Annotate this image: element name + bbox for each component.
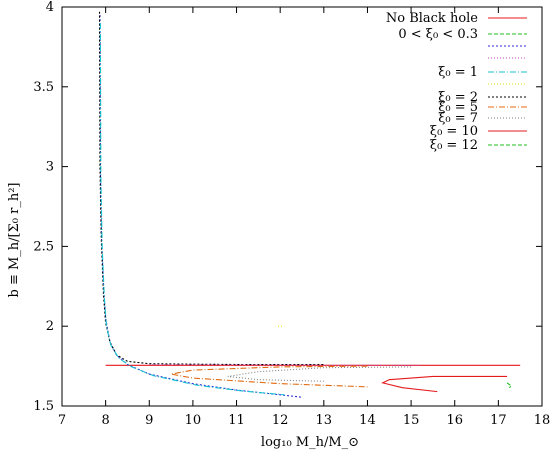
plot-frame (61, 6, 543, 407)
y-axis-label: b ≡ M_h/[Σ₀ r_h²] (7, 182, 22, 297)
x-axis-label: log₁₀ M_h/M_⊙ (261, 435, 359, 450)
x-tick-label: 7 (58, 413, 66, 428)
y-tick-label: 2.5 (33, 239, 54, 254)
x-tick-label: 12 (272, 413, 289, 428)
legend-label: ξ₀ = 7 (438, 111, 478, 126)
y-tick-label: 4 (46, 0, 54, 15)
y-tick-label: 3.5 (33, 80, 54, 95)
legend-label: ξ₀ = 5 (438, 100, 478, 115)
x-tick-label: 16 (446, 413, 463, 428)
legend-label: 0 < ξ₀ < 0.3 (398, 27, 478, 42)
series-line-4 (99, 22, 285, 396)
y-tick-label: 2 (46, 319, 54, 334)
x-tick-label: 9 (145, 413, 153, 428)
series-line-2 (99, 14, 303, 398)
y-tick-label: 3 (46, 160, 54, 175)
legend-label: ξ₀ = 2 (438, 90, 478, 105)
legend-label: ξ₀ = 12 (430, 138, 478, 153)
x-tick-label: 14 (359, 413, 376, 428)
x-tick-label: 11 (228, 413, 245, 428)
x-tick-label: 10 (185, 413, 202, 428)
x-tick-label: 8 (101, 413, 109, 428)
legend-label: ξ₀ = 1 (438, 65, 478, 80)
x-tick-label: 18 (534, 413, 550, 428)
series-layer (98, 11, 521, 398)
y-tick-label: 1.5 (33, 399, 54, 414)
series-line-8 (381, 375, 508, 393)
legend-label: No Black hole (386, 11, 478, 26)
series-line-9 (506, 382, 513, 389)
legend-label: ξ₀ = 10 (430, 124, 478, 139)
axes: 7 8 9 10 11 12 13 14 15 16 17 18 1.5 2 2.5 3 3.5 4 (33, 0, 550, 428)
x-tick-label: 17 (490, 413, 507, 428)
series-line-7 (149, 363, 420, 366)
x-tick-label: 13 (316, 413, 333, 428)
x-tick-label: 15 (403, 413, 420, 428)
series-line-6 (227, 366, 412, 382)
